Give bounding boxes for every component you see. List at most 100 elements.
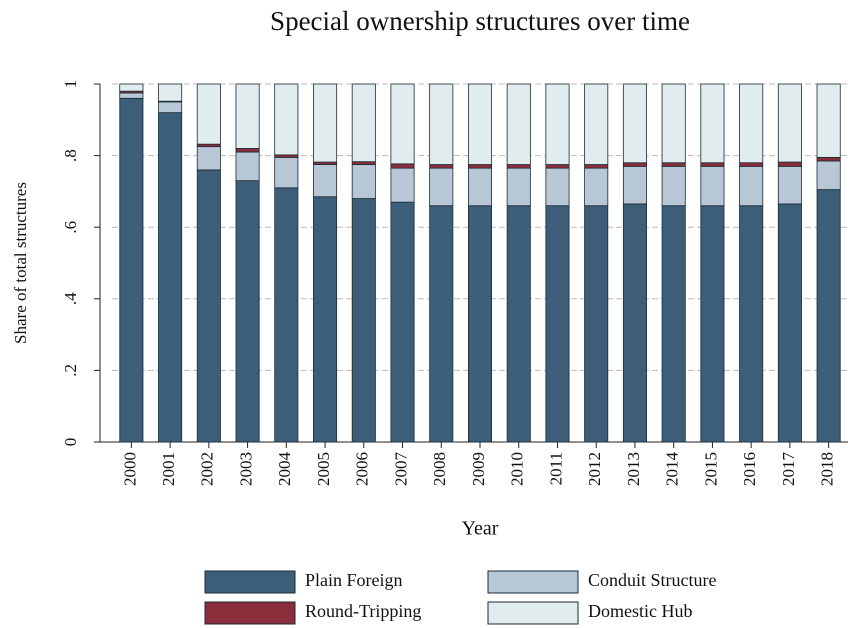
x-tick-label: 2008 — [430, 452, 449, 486]
bar-segment — [467, 164, 493, 169]
chart-title: Special ownership structures over time — [270, 6, 690, 36]
bar-segment — [467, 83, 493, 165]
bar-segment — [816, 83, 841, 158]
bar-segment — [584, 83, 609, 165]
bar-segment — [158, 101, 183, 114]
bar-segment — [816, 160, 841, 191]
bar-segment — [351, 83, 376, 163]
x-tick-label: 2007 — [391, 452, 410, 487]
bar-segment — [235, 83, 260, 149]
x-tick-label: 2005 — [314, 452, 333, 486]
y-tick-label: .8 — [61, 149, 80, 162]
bar-segment — [119, 83, 144, 92]
bar-segment — [584, 167, 609, 207]
bar-segment — [506, 167, 531, 207]
bar-segment — [506, 205, 531, 443]
bar-segment — [467, 205, 493, 443]
bar-segment — [700, 83, 725, 164]
bar-segment — [235, 180, 260, 443]
bar-segment — [274, 156, 299, 189]
bar-segment — [661, 162, 686, 167]
y-tick-label: .6 — [61, 221, 80, 234]
bar-segment — [622, 203, 647, 443]
bar-segment — [119, 97, 144, 443]
bar-segment — [390, 83, 415, 165]
legend-label: Plain Foreign — [305, 570, 403, 590]
bar-segment — [816, 156, 841, 162]
bar-segment — [622, 162, 647, 167]
x-tick-label: 2013 — [624, 452, 643, 486]
bar-segment — [545, 167, 570, 207]
x-tick-label: 2003 — [236, 452, 255, 486]
bar-segment — [661, 205, 686, 443]
y-axis-label: Share of total structures — [11, 182, 30, 344]
bar-segment — [739, 205, 764, 443]
x-tick-label: 2014 — [663, 452, 682, 487]
bar-segment — [158, 83, 183, 102]
bar-segment — [506, 83, 531, 165]
bar-segment — [313, 164, 338, 198]
bar-segment — [739, 165, 764, 207]
bar-segment — [313, 83, 338, 163]
bar-segment — [584, 205, 609, 443]
x-tick-label: 2016 — [740, 452, 759, 486]
y-tick-label: .4 — [61, 292, 80, 305]
x-tick-label: 2018 — [818, 452, 837, 486]
bar-segment — [390, 163, 415, 169]
bar-segment — [545, 164, 570, 169]
x-tick-label: 2012 — [585, 452, 604, 486]
bar-segment — [777, 165, 802, 205]
bar-segment — [429, 83, 454, 165]
x-tick-label: 2002 — [198, 452, 217, 486]
bar-segment — [351, 198, 376, 443]
bar-segment — [700, 162, 725, 167]
bar-segment — [274, 187, 299, 443]
x-tick-label: 2000 — [120, 452, 139, 486]
bar-segment — [196, 169, 221, 443]
y-tick-label: 0 — [61, 438, 80, 447]
legend-label: Conduit Structure — [588, 570, 717, 590]
bar-segment — [661, 83, 686, 164]
bar-segment — [506, 164, 531, 169]
bar-segment — [739, 162, 764, 167]
x-tick-label: 2009 — [469, 452, 488, 486]
bar-segment — [429, 167, 454, 207]
bar-segment — [429, 164, 454, 169]
bar-segment — [622, 83, 647, 164]
bar-segment — [700, 165, 725, 207]
bar-segment — [196, 83, 221, 145]
legend-swatch — [487, 570, 579, 594]
y-tick-label: .2 — [61, 364, 80, 377]
bar-segment — [661, 165, 686, 207]
x-axis-label: Year — [462, 518, 499, 540]
bar-segment — [545, 83, 570, 165]
bar-segment — [816, 189, 841, 443]
bar-segment — [274, 83, 299, 156]
x-tick-label: 2015 — [701, 452, 720, 486]
x-tick-label: 2001 — [159, 452, 178, 486]
bar-segment — [777, 161, 802, 167]
legend-swatch — [204, 570, 296, 594]
x-tick-label: 2011 — [546, 452, 565, 485]
bar-segment — [390, 201, 415, 443]
x-tick-label: 2010 — [508, 452, 527, 486]
bar-segment — [196, 146, 221, 171]
bar-segment — [467, 167, 493, 207]
bar-segment — [739, 83, 764, 164]
bar-segment — [545, 205, 570, 443]
legend-swatch — [487, 601, 579, 625]
bar-segment — [584, 164, 609, 169]
x-tick-label: 2004 — [275, 452, 294, 487]
legend-swatch — [204, 601, 296, 625]
legend-label: Domestic Hub — [588, 601, 692, 621]
bar-segment — [390, 167, 415, 203]
x-tick-label: 2006 — [353, 452, 372, 486]
bar-segment — [700, 205, 725, 443]
bar-segment — [235, 151, 260, 182]
bar-segment — [119, 92, 144, 99]
bar-segment — [777, 203, 802, 443]
bar-segment — [351, 164, 376, 199]
bar-segment — [158, 112, 183, 443]
bar-segment — [313, 196, 338, 443]
